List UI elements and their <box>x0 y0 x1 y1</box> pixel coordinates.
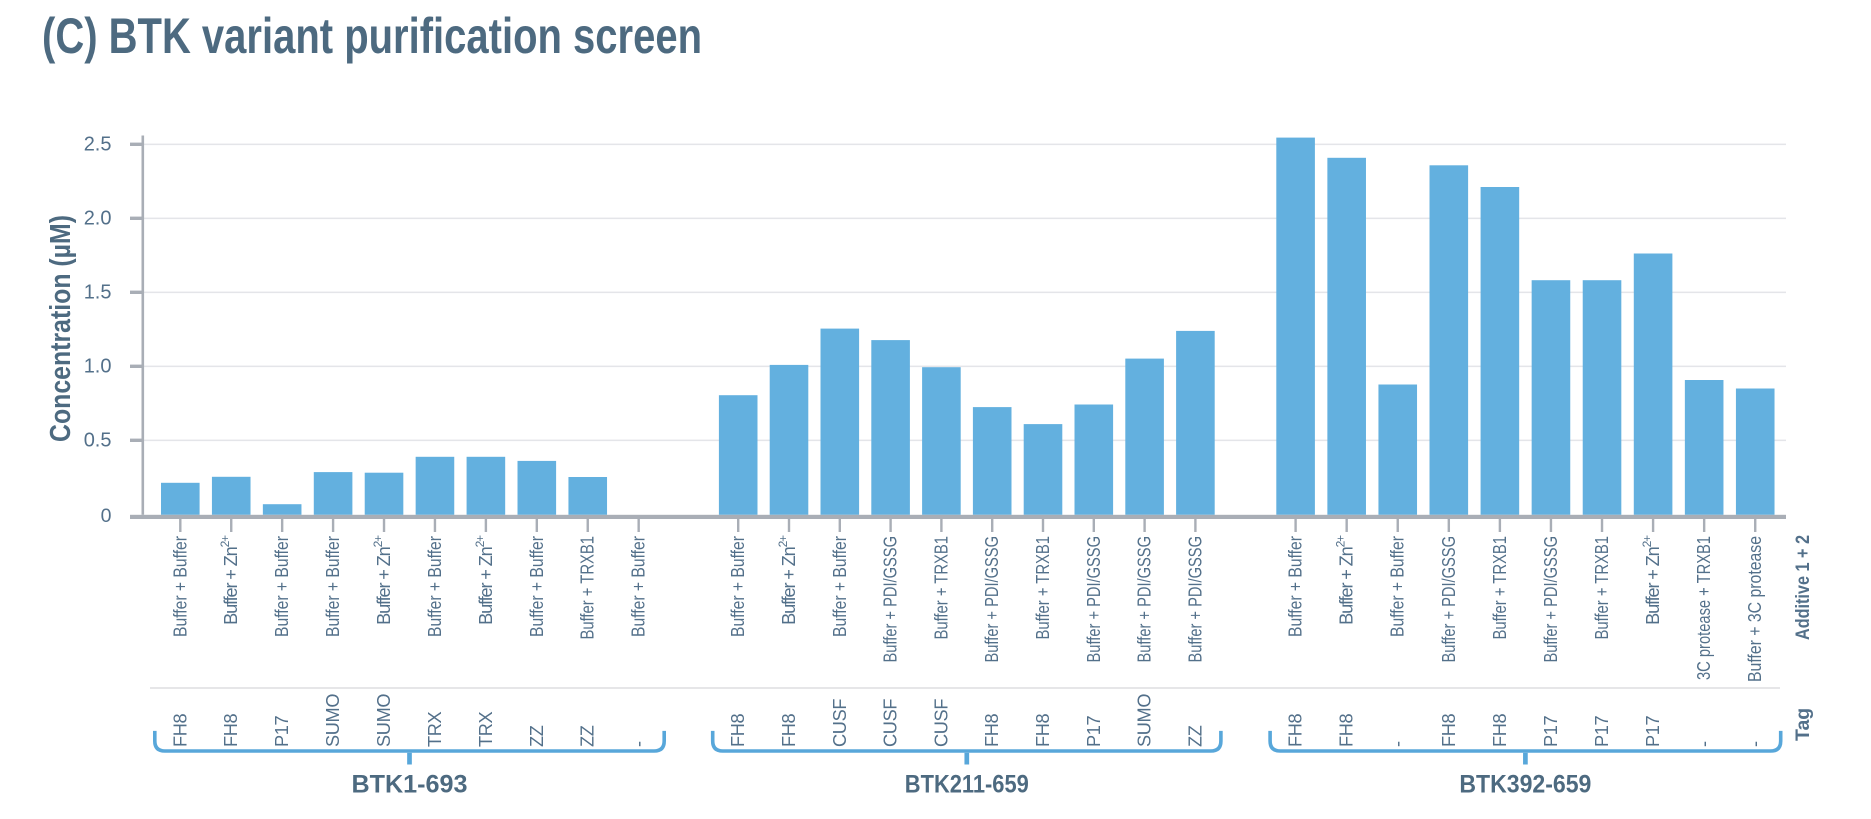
svg-text:BTK392-659: BTK392-659 <box>1459 771 1591 799</box>
svg-text:Concentration (µM): Concentration (µM) <box>45 215 77 442</box>
svg-text:Buffer + TRXB1: Buffer + TRXB1 <box>578 536 598 640</box>
svg-text:Buffer + 3C protease: Buffer + 3C protease <box>1745 536 1765 682</box>
svg-text:2.0: 2.0 <box>84 207 112 229</box>
svg-text:Tag: Tag <box>1792 708 1814 741</box>
svg-text:P17: P17 <box>1084 715 1104 747</box>
svg-text:3C protease + TRXB1: 3C protease + TRXB1 <box>1694 536 1714 680</box>
svg-text:Buffer + PDI/GSSG: Buffer + PDI/GSSG <box>982 536 1002 663</box>
svg-text:0: 0 <box>101 505 112 527</box>
svg-text:Buffer + TRXB1: Buffer + TRXB1 <box>931 536 951 640</box>
svg-text:Buffer + Buffer: Buffer + Buffer <box>323 536 343 637</box>
svg-text:Buffer + PDI/GSSG: Buffer + PDI/GSSG <box>1084 536 1104 663</box>
svg-text:CUSF: CUSF <box>931 699 951 747</box>
svg-text:Buffer + PDI/GSSG: Buffer + PDI/GSSG <box>881 536 901 663</box>
svg-text:Buffer + TRXB1: Buffer + TRXB1 <box>1033 536 1053 640</box>
svg-text:Buffer + Buffer: Buffer + Buffer <box>629 536 649 637</box>
svg-text:0.5: 0.5 <box>84 429 112 451</box>
svg-text:FH8: FH8 <box>1490 713 1510 747</box>
svg-text:-: - <box>1694 741 1714 747</box>
svg-text:SUMO: SUMO <box>374 694 394 747</box>
svg-text:TRX: TRX <box>476 711 496 747</box>
svg-text:ZZ: ZZ <box>578 725 598 747</box>
svg-text:1.0: 1.0 <box>84 355 112 377</box>
svg-text:Buffer + Buffer: Buffer + Buffer <box>272 536 292 637</box>
svg-text:Buffer + Zn2+: Buffer + Zn2+ <box>1640 535 1663 625</box>
svg-text:-: - <box>629 741 649 747</box>
svg-text:Buffer + Buffer: Buffer + Buffer <box>170 536 190 637</box>
svg-text:(C) BTK variant purification s: (C) BTK variant purification screen <box>42 8 702 64</box>
svg-text:Buffer + Buffer: Buffer + Buffer <box>425 536 445 637</box>
svg-text:-: - <box>1745 741 1765 747</box>
svg-text:2.5: 2.5 <box>84 133 112 155</box>
svg-text:CUSF: CUSF <box>830 699 850 747</box>
svg-text:P17: P17 <box>1592 715 1612 747</box>
svg-text:FH8: FH8 <box>1337 713 1357 747</box>
svg-text:1.5: 1.5 <box>84 281 112 303</box>
svg-text:Buffer + TRXB1: Buffer + TRXB1 <box>1592 536 1612 640</box>
svg-text:FH8: FH8 <box>982 713 1002 747</box>
svg-text:FH8: FH8 <box>170 713 190 747</box>
svg-text:BTK1-693: BTK1-693 <box>352 771 468 799</box>
svg-text:FH8: FH8 <box>728 713 748 747</box>
svg-text:Buffer + Zn2+: Buffer + Zn2+ <box>371 535 394 625</box>
svg-text:TRX: TRX <box>425 711 445 747</box>
svg-text:FH8: FH8 <box>221 713 241 747</box>
svg-text:-: - <box>1388 741 1408 747</box>
svg-text:FH8: FH8 <box>1439 713 1459 747</box>
svg-text:ZZ: ZZ <box>527 725 547 747</box>
svg-text:Buffer + Zn2+: Buffer + Zn2+ <box>1334 535 1357 625</box>
svg-text:Buffer + PDI/GSSG: Buffer + PDI/GSSG <box>1135 536 1155 663</box>
svg-text:CUSF: CUSF <box>881 699 901 747</box>
svg-text:FH8: FH8 <box>1286 713 1306 747</box>
svg-text:P17: P17 <box>272 715 292 747</box>
svg-text:Buffer + Zn2+: Buffer + Zn2+ <box>776 535 799 625</box>
svg-text:FH8: FH8 <box>1033 713 1053 747</box>
svg-text:Buffer + TRXB1: Buffer + TRXB1 <box>1490 536 1510 640</box>
svg-text:Buffer + Zn2+: Buffer + Zn2+ <box>473 535 496 625</box>
svg-text:SUMO: SUMO <box>1135 694 1155 747</box>
svg-text:Buffer + Buffer: Buffer + Buffer <box>1286 536 1306 637</box>
svg-text:Buffer + Zn2+: Buffer + Zn2+ <box>218 535 241 625</box>
svg-text:Buffer + PDI/GSSG: Buffer + PDI/GSSG <box>1439 536 1459 663</box>
svg-text:Additive 1 + 2: Additive 1 + 2 <box>1792 535 1814 640</box>
svg-text:Buffer + Buffer: Buffer + Buffer <box>830 536 850 637</box>
svg-text:ZZ: ZZ <box>1185 725 1205 747</box>
svg-text:SUMO: SUMO <box>323 694 343 747</box>
svg-text:P17: P17 <box>1541 715 1561 747</box>
svg-text:FH8: FH8 <box>779 713 799 747</box>
svg-text:Buffer + PDI/GSSG: Buffer + PDI/GSSG <box>1541 536 1561 663</box>
svg-text:Buffer + Buffer: Buffer + Buffer <box>527 536 547 637</box>
svg-text:P17: P17 <box>1643 715 1663 747</box>
svg-text:Buffer + PDI/GSSG: Buffer + PDI/GSSG <box>1185 536 1205 663</box>
svg-text:Buffer + Buffer: Buffer + Buffer <box>728 536 748 637</box>
svg-text:BTK211-659: BTK211-659 <box>905 771 1029 799</box>
svg-text:Buffer + Buffer: Buffer + Buffer <box>1388 536 1408 637</box>
